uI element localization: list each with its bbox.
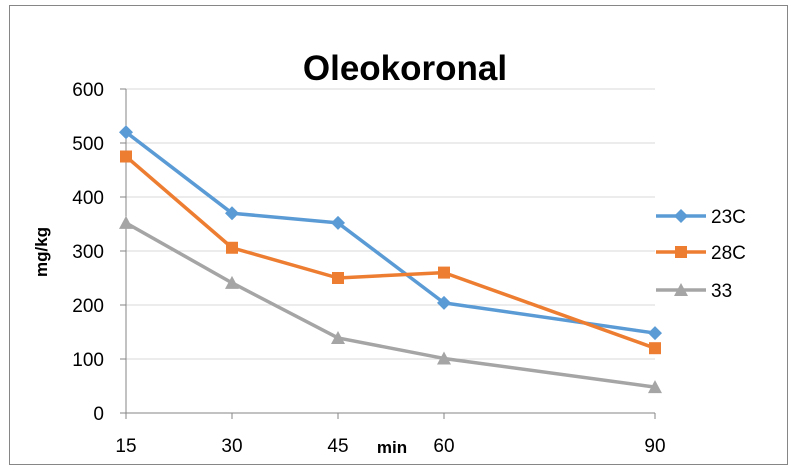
legend-marker (674, 209, 688, 223)
data-point (226, 241, 238, 254)
data-point (331, 330, 345, 344)
data-point (120, 150, 132, 163)
legend-marker (674, 283, 688, 296)
y-tick-label: 100 (72, 350, 104, 371)
series-line (124, 155, 656, 350)
y-tick-label: 600 (72, 80, 104, 101)
legend-item-33: 33 (656, 281, 732, 302)
legend-item-28C: 28C (656, 243, 746, 264)
y-tick-label: 300 (72, 242, 104, 263)
series-28C (120, 150, 661, 355)
data-point (437, 351, 451, 365)
x-axis-label: min (377, 438, 407, 455)
data-point (332, 272, 344, 284)
line-chart: 0 100 200 300 400 500 600 15 30 45 60 90 Oleokoron… (32, 49, 746, 455)
x-tick-label: 60 (433, 436, 454, 455)
legend-marker (675, 246, 687, 258)
data-point (648, 380, 662, 394)
data-point (438, 266, 450, 279)
x-tick-label: 45 (327, 436, 348, 455)
data-point (437, 295, 451, 310)
legend: 23C 28C 33 (656, 207, 746, 302)
series-layer (119, 125, 662, 394)
x-tick-label: 30 (221, 436, 242, 455)
y-tick-label: 500 (72, 134, 104, 155)
legend-label: 28C (711, 243, 746, 264)
series-23C (119, 125, 662, 341)
data-point (225, 275, 239, 289)
legend-label: 23C (711, 207, 746, 228)
series-line (124, 130, 656, 335)
y-axis-ticks: 0 100 200 300 400 500 600 (72, 80, 104, 425)
y-tick-label: 400 (72, 188, 104, 209)
chart-title: Oleokoronal (303, 49, 507, 88)
data-point (119, 215, 133, 229)
data-point (119, 125, 133, 140)
data-point (648, 326, 662, 341)
x-tick-label: 90 (644, 436, 665, 455)
data-point (225, 206, 239, 221)
gridlines (120, 88, 656, 419)
legend-item-23C: 23C (656, 207, 746, 228)
legend-label: 33 (711, 281, 732, 302)
y-axis-label: mg/kg (32, 227, 51, 277)
y-tick-label: 200 (72, 296, 104, 317)
data-point (331, 215, 345, 230)
x-tick-label: 15 (115, 436, 136, 455)
y-tick-label: 0 (93, 404, 104, 425)
x-axis-ticks: 15 30 45 60 90 (115, 436, 665, 455)
data-point (649, 342, 661, 355)
series-33 (119, 215, 662, 394)
